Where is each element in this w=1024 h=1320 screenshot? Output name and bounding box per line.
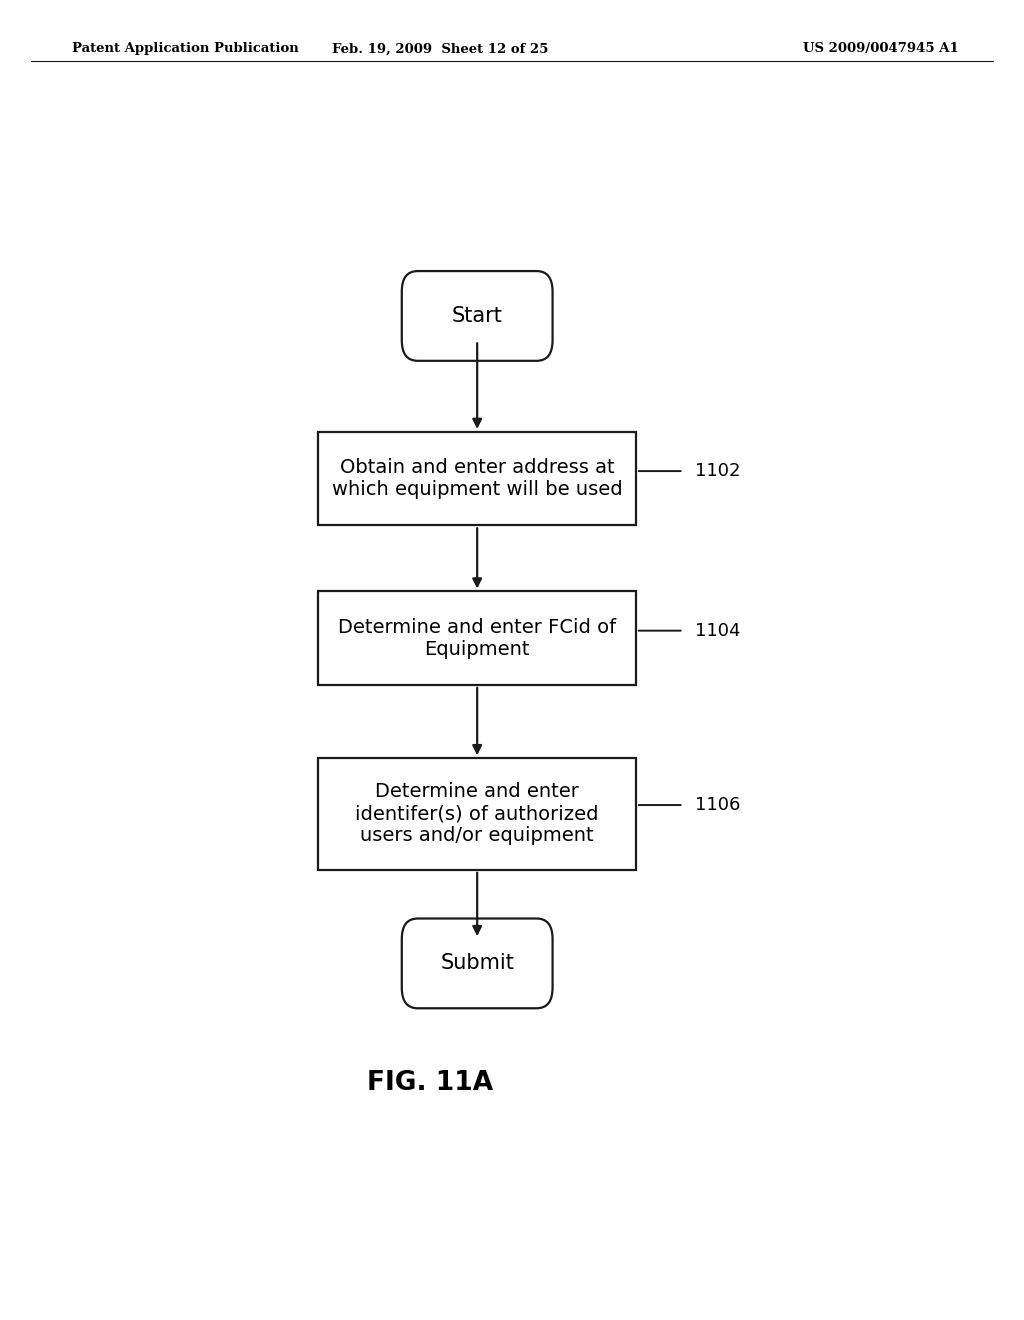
Text: Obtain and enter address at
which equipment will be used: Obtain and enter address at which equipm… — [332, 458, 623, 499]
Text: 1106: 1106 — [695, 796, 740, 814]
Text: US 2009/0047945 A1: US 2009/0047945 A1 — [803, 42, 958, 55]
Text: Submit: Submit — [440, 953, 514, 973]
Bar — [318, 432, 636, 525]
FancyBboxPatch shape — [401, 271, 553, 360]
Text: FIG. 11A: FIG. 11A — [367, 1071, 493, 1097]
Text: Patent Application Publication: Patent Application Publication — [72, 42, 298, 55]
Text: Determine and enter
identifer(s) of authorized
users and/or equipment: Determine and enter identifer(s) of auth… — [355, 783, 599, 846]
Text: Determine and enter FCid of
Equipment: Determine and enter FCid of Equipment — [338, 618, 616, 659]
Text: Feb. 19, 2009  Sheet 12 of 25: Feb. 19, 2009 Sheet 12 of 25 — [332, 42, 549, 55]
Bar — [318, 591, 636, 685]
FancyBboxPatch shape — [401, 919, 553, 1008]
Text: 1102: 1102 — [695, 462, 741, 480]
Bar — [318, 758, 636, 870]
Text: 1104: 1104 — [695, 622, 741, 640]
Text: Start: Start — [452, 306, 503, 326]
